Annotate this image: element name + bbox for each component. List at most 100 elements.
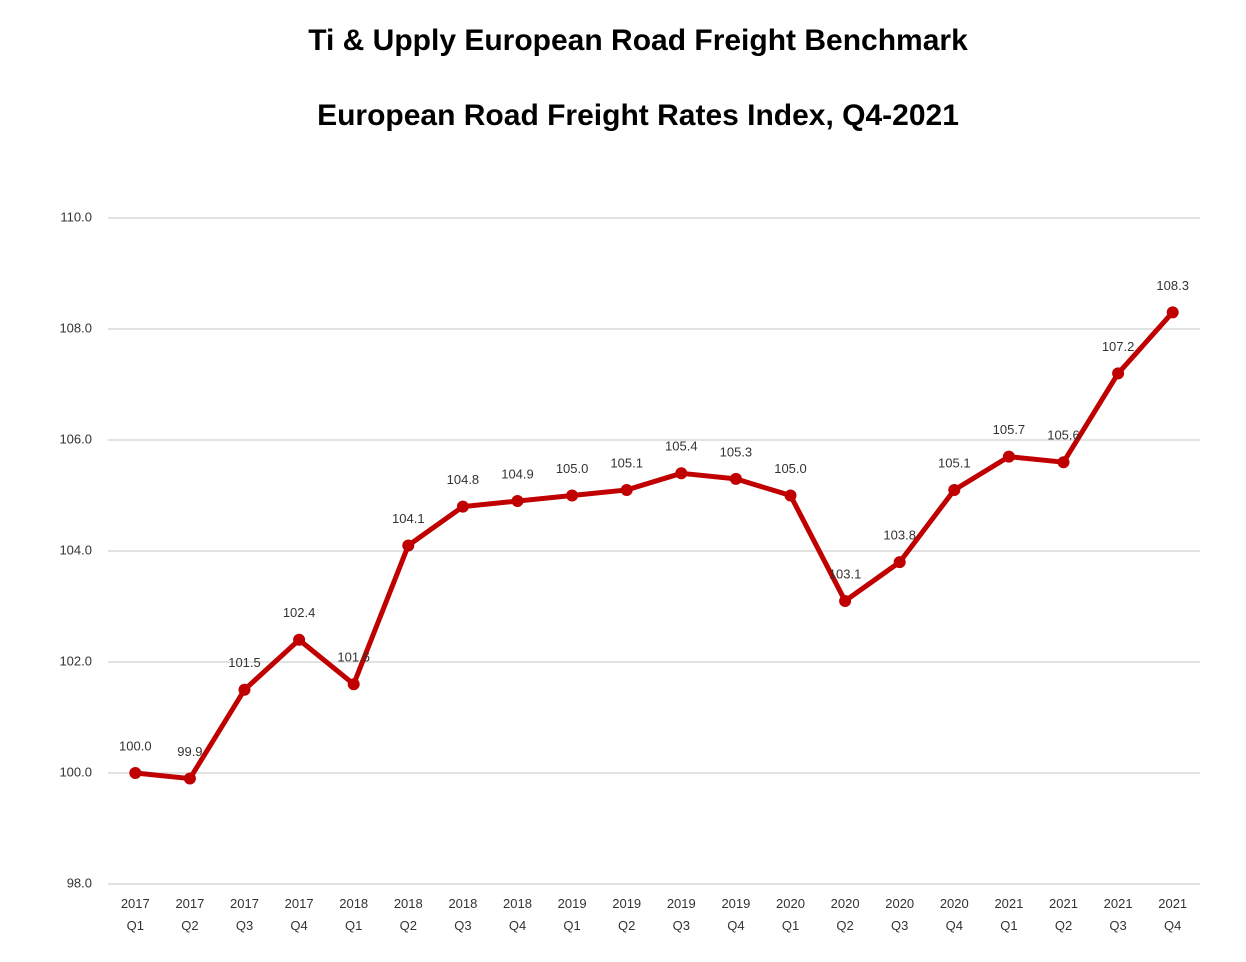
data-label: 104.8 xyxy=(447,472,480,487)
data-point xyxy=(511,495,524,508)
x-tick-label-line: Q4 xyxy=(290,918,307,933)
y-tick-label: 110.0 xyxy=(60,209,92,224)
x-tick-label-line: Q1 xyxy=(563,918,580,933)
data-label: 103.8 xyxy=(883,528,916,543)
x-tick-label-line: 2017 xyxy=(285,896,314,911)
x-tick-label: 2019 Q4 xyxy=(721,896,750,933)
x-tick-label: 2017 Q1 xyxy=(121,896,150,933)
x-tick-label-line: Q4 xyxy=(1164,918,1181,933)
x-tick-label: 2021 Q3 xyxy=(1104,896,1133,933)
data-label: 99.9 xyxy=(177,744,202,759)
data-point xyxy=(456,500,469,513)
y-tick-label: 104.0 xyxy=(59,542,92,557)
x-tick-label: 2020 Q3 xyxy=(885,896,914,933)
data-point xyxy=(402,539,415,552)
data-point xyxy=(1057,456,1070,469)
data-point xyxy=(293,633,306,646)
data-label: 102.4 xyxy=(283,605,316,620)
x-tick-label-line: Q3 xyxy=(454,918,471,933)
x-tick-label-line: Q2 xyxy=(181,918,198,933)
x-tick-label-line: 2020 xyxy=(940,896,969,911)
data-label: 103.1 xyxy=(829,566,862,581)
x-tick-label: 2019 Q1 xyxy=(558,896,587,933)
x-tick-label-line: 2019 xyxy=(721,896,750,911)
x-tick-label: 2018 Q4 xyxy=(503,896,532,933)
data-label: 101.5 xyxy=(228,655,261,670)
x-tick-label-line: 2018 xyxy=(339,896,368,911)
data-point xyxy=(729,472,742,485)
x-tick-label-line: Q1 xyxy=(1000,918,1017,933)
x-tick-label-line: Q4 xyxy=(727,918,744,933)
y-tick-label: 102.0 xyxy=(59,653,92,668)
x-tick-label-line: 2020 xyxy=(776,896,805,911)
data-label: 100.0 xyxy=(119,738,152,753)
x-tick-label: 2019 Q2 xyxy=(612,896,641,933)
x-tick-label-line: Q1 xyxy=(127,918,144,933)
data-label: 105.1 xyxy=(938,455,971,470)
data-label: 107.2 xyxy=(1102,339,1135,354)
x-tick-label-line: Q3 xyxy=(673,918,690,933)
data-point xyxy=(1112,367,1125,380)
data-label: 108.3 xyxy=(1156,278,1189,293)
y-tick-label: 100.0 xyxy=(59,764,92,779)
x-tick-label-line: Q2 xyxy=(1055,918,1072,933)
chart-title: Ti & Upply European Road Freight Benchma… xyxy=(308,24,968,57)
x-tick-label-line: 2019 xyxy=(558,896,587,911)
data-point xyxy=(566,489,579,502)
data-point xyxy=(129,767,142,779)
data-point xyxy=(948,483,961,496)
x-tick-label-line: Q3 xyxy=(1109,918,1126,933)
y-tick-label: 108.0 xyxy=(59,320,92,335)
data-point xyxy=(675,467,688,480)
x-tick-label: 2019 Q3 xyxy=(667,896,696,933)
data-label: 104.1 xyxy=(392,511,425,526)
data-line xyxy=(135,310,1175,782)
chart-subtitle: European Road Freight Rates Index, Q4-20… xyxy=(317,99,959,132)
x-tick-label-line: 2018 xyxy=(448,896,477,911)
data-label: 105.0 xyxy=(774,461,807,476)
x-tick-label: 2018 Q1 xyxy=(339,896,368,933)
data-point xyxy=(893,556,906,569)
x-tick-label-line: Q2 xyxy=(836,918,853,933)
x-tick-label-line: 2021 xyxy=(1049,896,1078,911)
x-tick-label: 2021 Q4 xyxy=(1158,896,1187,933)
data-label: 105.4 xyxy=(665,439,698,454)
x-tick-label-line: Q2 xyxy=(400,918,417,933)
data-point xyxy=(839,594,852,607)
x-tick-label-line: 2019 xyxy=(612,896,641,911)
data-point xyxy=(620,483,633,496)
x-tick-label-line: 2018 xyxy=(394,896,423,911)
x-tick-label: 2021 Q1 xyxy=(994,896,1023,933)
x-tick-label-line: 2019 xyxy=(667,896,696,911)
x-tick-label: 2017 Q2 xyxy=(175,896,204,933)
data-point xyxy=(1166,306,1179,319)
x-tick-label-line: Q3 xyxy=(891,918,908,933)
x-tick-label-line: Q4 xyxy=(946,918,963,933)
data-point xyxy=(238,683,251,696)
x-tick-label: 2018 Q3 xyxy=(448,896,477,933)
data-label: 105.1 xyxy=(610,455,643,470)
data-label: 105.3 xyxy=(720,444,753,459)
x-tick-label: 2017 Q4 xyxy=(285,896,314,933)
x-tick-label-line: 2021 xyxy=(994,896,1023,911)
y-tick-label: 98.0 xyxy=(67,875,92,890)
x-tick-label: 2017 Q3 xyxy=(230,896,259,933)
x-tick-label-line: 2017 xyxy=(230,896,259,911)
y-tick-label: 106.0 xyxy=(59,431,92,446)
x-tick-label: 2021 Q2 xyxy=(1049,896,1078,933)
x-tick-label: 2018 Q2 xyxy=(394,896,423,933)
x-tick-label-line: 2018 xyxy=(503,896,532,911)
x-tick-label-line: 2021 xyxy=(1158,896,1187,911)
data-label: 104.9 xyxy=(501,466,534,481)
data-point xyxy=(784,489,797,502)
x-tick-label: 2020 Q4 xyxy=(940,896,969,933)
x-tick-label: 2020 Q2 xyxy=(831,896,860,933)
data-label: 105.0 xyxy=(556,461,589,476)
x-tick-label-line: 2017 xyxy=(121,896,150,911)
data-point xyxy=(1002,450,1015,463)
x-tick-label-line: Q1 xyxy=(782,918,799,933)
data-point xyxy=(347,678,360,691)
x-tick-label-line: 2021 xyxy=(1104,896,1133,911)
x-tick-label-line: 2020 xyxy=(831,896,860,911)
